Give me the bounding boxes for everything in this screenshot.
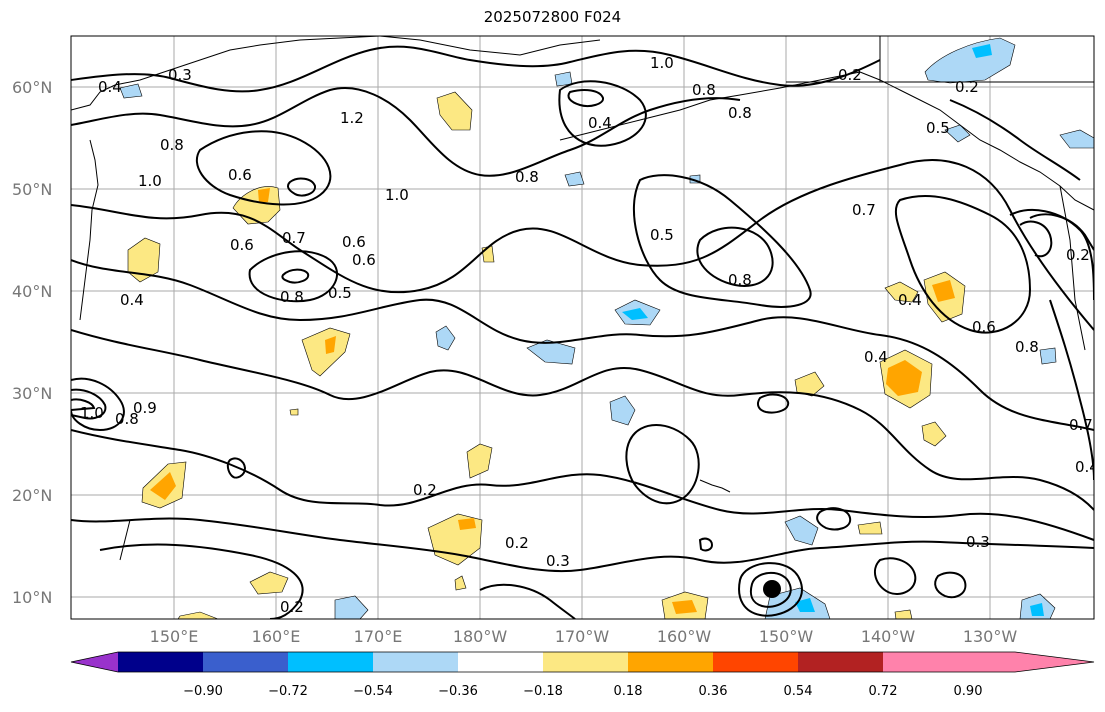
plot-frame	[70, 35, 1095, 620]
contour-label: 1.0	[80, 404, 104, 422]
contour-label: 0.9	[133, 399, 157, 417]
lat-label-20n: 20°N	[12, 486, 52, 505]
lon-label-160w: 160°W	[657, 627, 712, 646]
shaded-patches	[119, 37, 1094, 619]
contour-label: 0.6	[230, 236, 254, 254]
colorbar-bin	[373, 652, 458, 672]
lon-label-150e: 150°E	[150, 627, 199, 646]
lon-label-180w: 180°W	[453, 627, 508, 646]
contour-label: 0.7	[852, 201, 876, 219]
contour-label: 0.8	[515, 168, 539, 186]
contour-label: 1.0	[650, 54, 674, 72]
contour-label: 0.8	[1015, 338, 1039, 356]
lat-label-10n: 10°N	[12, 588, 52, 607]
colorbar-tick-label: −0.90	[183, 684, 223, 699]
contour-label: 0.8	[692, 81, 716, 99]
contour-label: 0.3	[546, 552, 570, 570]
colorbar-bin	[288, 652, 373, 672]
latitude-labels: 60°N 50°N 40°N 30°N 20°N 10°N	[12, 78, 52, 607]
contour-lines	[71, 45, 1094, 619]
colorbar-outline	[70, 651, 1095, 673]
contour-label: 0.8	[115, 410, 139, 428]
coastlines	[71, 36, 1094, 561]
lat-label-50n: 50°N	[12, 180, 52, 199]
contour-label: 0.4	[588, 114, 612, 132]
contour-label: 0.8	[728, 271, 752, 289]
contour-label: 0.5	[926, 119, 950, 137]
colorbar-tick-label: −0.54	[353, 684, 393, 699]
contour-label: 0.7	[1069, 416, 1093, 434]
colorbar-bin	[713, 652, 798, 672]
contour-label: 0.8	[160, 136, 184, 154]
contour-label: 0.6	[228, 166, 252, 184]
contour-label: 0.8	[280, 288, 304, 306]
colorbar-tick-label: −0.36	[438, 684, 478, 699]
lon-label-150w: 150°W	[759, 627, 814, 646]
lat-label-40n: 40°N	[12, 282, 52, 301]
colorbar-tick-label: 0.90	[954, 684, 983, 699]
colorbar-bin	[798, 652, 883, 672]
contour-label: 0.7	[282, 229, 306, 247]
contour-label: 0.2	[838, 66, 862, 84]
lon-label-130w: 130°W	[963, 627, 1018, 646]
contour-label: 0.5	[328, 284, 352, 302]
colorbar-tick-label: −0.72	[268, 684, 308, 699]
lon-label-170e: 170°E	[354, 627, 403, 646]
colorbar-tick-label: −0.18	[523, 684, 563, 699]
contour-label: 0.3	[168, 66, 192, 84]
contour-label: 1.0	[385, 186, 409, 204]
contour-label: 0.4	[1075, 458, 1099, 476]
colorbar-bin	[543, 652, 628, 672]
colorbar-under-arrow	[71, 652, 118, 672]
contour-label: 0.4	[98, 78, 122, 96]
lon-label-160e: 160°E	[252, 627, 301, 646]
colorbar-tick-label: 0.72	[869, 684, 898, 699]
lon-label-170w: 170°W	[555, 627, 610, 646]
contour-label: 0.2	[955, 78, 979, 96]
map-title: 2025072800 F024	[483, 8, 622, 26]
lat-label-30n: 30°N	[12, 384, 52, 403]
colorbar-bin	[203, 652, 288, 672]
lon-label-140w: 140°W	[861, 627, 916, 646]
contour-label: 0.4	[864, 348, 888, 366]
lat-label-60n: 60°N	[12, 78, 52, 97]
contour-label: 0.6	[972, 318, 996, 336]
contour-label: 0.4	[898, 291, 922, 309]
storm-center-marker	[763, 580, 781, 598]
contour-label: 0.2	[280, 598, 304, 616]
colorbar-tick-label: 0.18	[614, 684, 643, 699]
plot-area: 0.3 0.4 1.0 0.8 1.2 0.4 0.8 0.2 0.2 0.5 …	[71, 36, 1099, 619]
contour-label: 0.2	[505, 534, 529, 552]
colorbar-bin	[883, 652, 968, 672]
colorbar-bin	[628, 652, 713, 672]
contour-label: 1.0	[138, 172, 162, 190]
contour-label: 1.2	[340, 109, 364, 127]
colorbar-tick-label: 0.36	[699, 684, 728, 699]
contour-label: 0.8	[728, 104, 752, 122]
contour-label: 0.6	[352, 251, 376, 269]
contour-label: 0.2	[413, 481, 437, 499]
contour-label: 0.3	[966, 533, 990, 551]
colorbar-over-arrow	[968, 652, 1094, 672]
colorbar-bin	[458, 652, 543, 672]
colorbar: −0.90 −0.72 −0.54 −0.36 −0.18 0.18 0.36 …	[70, 651, 1095, 699]
colorbar-tick-label: 0.54	[784, 684, 813, 699]
contour-label: 0.6	[342, 233, 366, 251]
contour-label: 0.5	[650, 226, 674, 244]
contour-label: 0.2	[1066, 246, 1090, 264]
colorbar-bin	[118, 652, 203, 672]
contour-labels: 0.3 0.4 1.0 0.8 1.2 0.4 0.8 0.2 0.2 0.5 …	[80, 54, 1099, 616]
longitude-labels: 150°E 160°E 170°E 180°W 170°W 160°W 150°…	[150, 627, 1018, 646]
contour-label: 0.4	[120, 291, 144, 309]
